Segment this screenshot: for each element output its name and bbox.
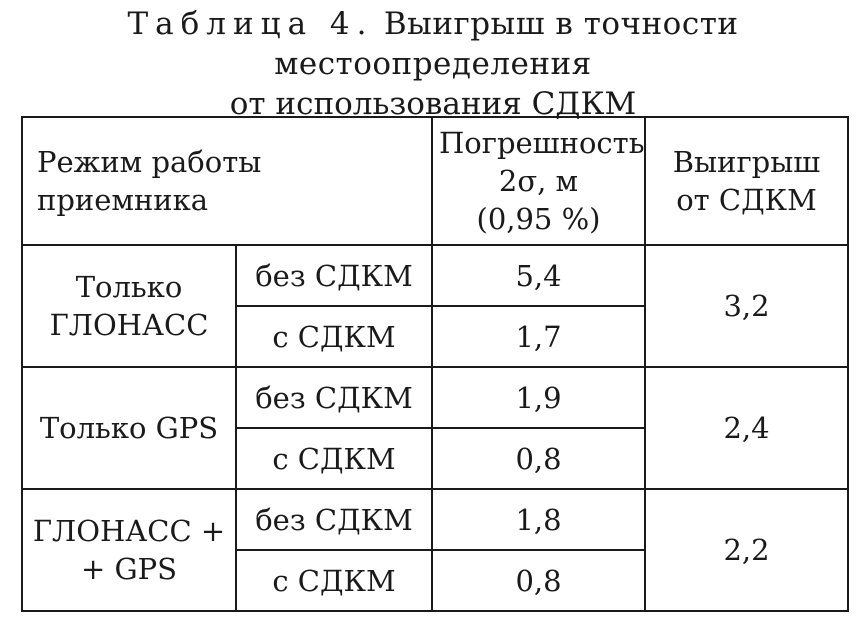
gain-cell: 2,2: [644, 488, 849, 612]
table-row: Только ГЛОНАСС без СДКМ 5,4 3,2: [21, 244, 849, 368]
receiver-label-line-2: + GPS: [80, 552, 178, 586]
header-gain: Выигрыш от СДКМ: [644, 116, 849, 246]
receiver-cell-glonass-gps: ГЛОНАСС + + GPS: [21, 488, 237, 612]
caption-line-1: Таблица 4. Выигрыш в точности местоопред…: [0, 4, 866, 84]
mode-cell: с СДКМ: [235, 427, 433, 490]
receiver-label-line-2: ГЛОНАСС: [49, 308, 209, 342]
header-receiver-mode: Режим работы приемника: [21, 116, 433, 246]
table-caption: Таблица 4. Выигрыш в точности местоопред…: [0, 4, 866, 124]
header-gain-line-2: от СДКМ: [676, 183, 817, 217]
header-error-line-1: Погрешность: [439, 126, 645, 160]
receiver-label-line-1: ГЛОНАСС +: [32, 514, 226, 548]
mode-cell: без СДКМ: [235, 366, 433, 429]
accuracy-gain-table: Режим работы приемника Погрешность 2σ, м…: [21, 116, 849, 612]
error-cell: 0,8: [431, 549, 646, 612]
mode-cell: с СДКМ: [235, 549, 433, 612]
header-gain-line-1: Выигрыш: [672, 145, 821, 179]
error-cell: 1,9: [431, 366, 646, 429]
caption-title-line-2: от использования СДКМ: [229, 86, 637, 122]
header-row: Режим работы приемника Погрешность 2σ, м…: [21, 116, 849, 246]
table-row: с СДКМ 0,8: [22, 549, 848, 612]
gain-cell: 2,4: [644, 366, 849, 490]
mode-cell: с СДКМ: [235, 305, 433, 368]
error-cell: 0,8: [431, 427, 646, 490]
table-row: ГЛОНАСС + + GPS без СДКМ 1,8 2,2: [21, 488, 849, 612]
mode-cell: без СДКМ: [235, 244, 433, 307]
error-cell: 1,8: [431, 488, 646, 551]
table-row: с СДКМ 1,7: [22, 305, 848, 368]
error-cell: 1,7: [431, 305, 646, 368]
header-error-line-2: 2σ, м: [498, 164, 579, 198]
receiver-label-line-1: Только: [75, 270, 183, 304]
header-error: Погрешность 2σ, м (0,95 %): [431, 116, 646, 246]
caption-label: Таблица 4.: [127, 6, 374, 42]
table-row: Только GPS без СДКМ 1,9 2,4: [21, 366, 849, 490]
error-cell: 5,4: [431, 244, 646, 307]
gain-cell: 3,2: [644, 244, 849, 368]
header-error-line-3: (0,95 %): [476, 202, 601, 236]
caption-title-line-1: Выигрыш в точности местоопределения: [274, 6, 739, 82]
table-row: с СДКМ 0,8: [22, 427, 848, 490]
receiver-cell-glonass: Только ГЛОНАСС: [21, 244, 237, 368]
receiver-cell-gps: Только GPS: [21, 366, 237, 490]
mode-cell: без СДКМ: [235, 488, 433, 551]
